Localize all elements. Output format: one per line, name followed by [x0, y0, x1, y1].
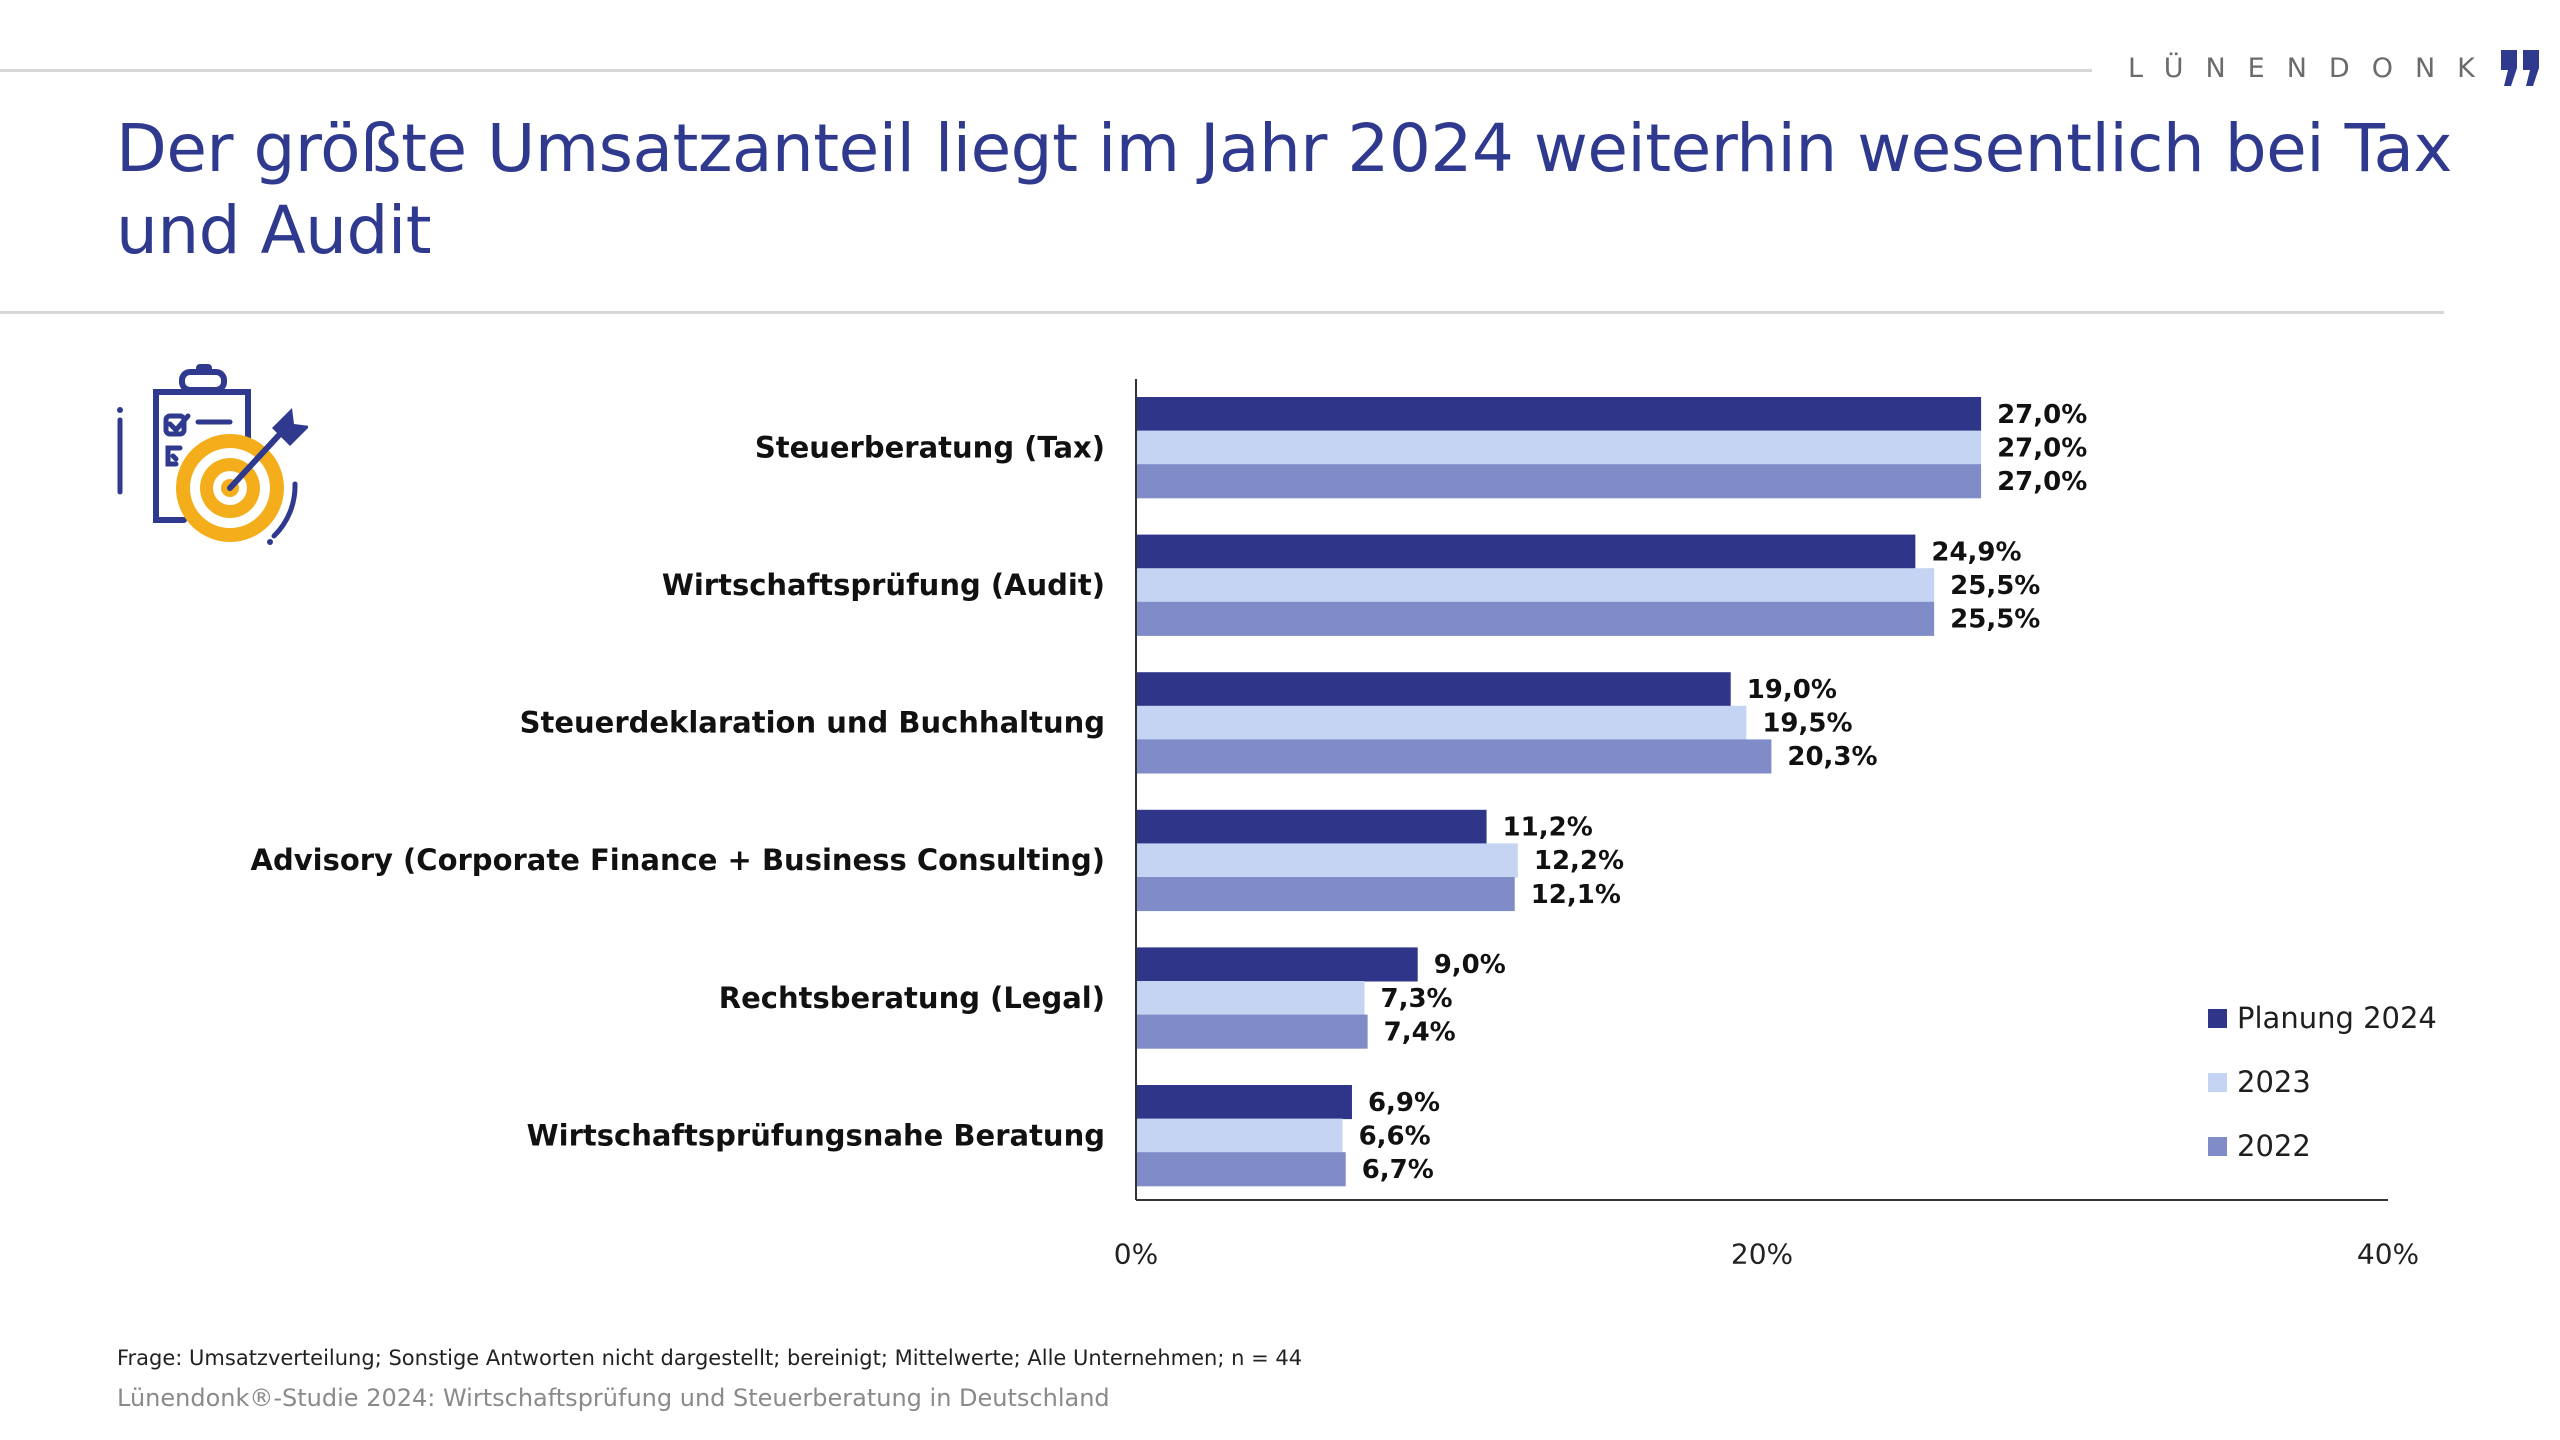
legend-label: 2023	[2237, 1065, 2311, 1099]
header-rule-bottom	[0, 311, 2444, 314]
quote-mark-icon	[2500, 50, 2539, 86]
data-label: 24,9%	[1931, 537, 2021, 567]
bar	[1136, 672, 1731, 707]
bar	[1136, 568, 1935, 603]
bar	[1136, 1118, 1343, 1153]
clipboard-target-icon	[112, 352, 310, 548]
footer-question-note: Frage: Umsatzverteilung; Sonstige Antwor…	[117, 1346, 1303, 1370]
legend-label: Planung 2024	[2237, 1001, 2437, 1035]
data-label: 20,3%	[1787, 742, 1877, 772]
brand-logo: LÜNENDONK	[2128, 40, 2543, 96]
bar	[1136, 809, 1487, 844]
category-label: Rechtsberatung (Legal)	[719, 981, 1105, 1015]
page-title: Der größte Umsatzanteil liegt im Jahr 20…	[116, 110, 2452, 269]
data-label: 19,0%	[1747, 675, 1837, 705]
data-label: 12,2%	[1534, 846, 1624, 876]
header-rule-top	[0, 69, 2092, 72]
category-label: Steuerberatung (Tax)	[755, 430, 1105, 464]
data-label: 6,6%	[1359, 1121, 1431, 1151]
legend-item-2023: 2023	[2208, 1050, 2437, 1114]
bar	[1136, 947, 1418, 982]
data-label: 9,0%	[1434, 950, 1506, 980]
category-label: Steuerdeklaration und Buchhaltung	[520, 706, 1105, 740]
data-label: 19,5%	[1762, 709, 1852, 739]
data-label: 7,3%	[1380, 984, 1452, 1014]
category-label: Wirtschaftsprüfungsnahe Beratung	[527, 1118, 1105, 1152]
legend-item-2022: 2022	[2208, 1114, 2437, 1178]
x-tick-label: 0%	[1114, 1238, 1158, 1271]
bar	[1136, 1014, 1368, 1049]
data-label: 6,9%	[1368, 1088, 1440, 1118]
bar	[1136, 739, 1772, 774]
legend-swatch	[2208, 1136, 2227, 1156]
legend-item-planung-2024: Planung 2024	[2208, 986, 2437, 1050]
legend-swatch	[2208, 1072, 2227, 1092]
brand-name: LÜNENDONK	[2128, 52, 2497, 84]
bar	[1136, 601, 1935, 636]
data-label: 27,0%	[1997, 467, 2087, 497]
bar	[1136, 1152, 1346, 1187]
category-label: Advisory (Corporate Finance + Business C…	[251, 843, 1105, 877]
bar	[1136, 430, 1982, 465]
data-label: 25,5%	[1950, 571, 2040, 601]
legend-label: 2022	[2237, 1129, 2311, 1163]
bar	[1136, 534, 1916, 569]
bar	[1136, 843, 1518, 878]
data-label: 12,1%	[1531, 880, 1621, 910]
bar	[1136, 1085, 1352, 1120]
data-label: 11,2%	[1503, 813, 1593, 843]
data-label: 27,0%	[1997, 433, 2087, 463]
bar	[1136, 464, 1982, 499]
data-label: 25,5%	[1950, 605, 2040, 635]
bar	[1136, 705, 1747, 740]
category-label: Wirtschaftsprüfung (Audit)	[662, 568, 1105, 602]
legend-swatch	[2208, 1008, 2227, 1028]
data-label: 6,7%	[1362, 1155, 1434, 1185]
bar	[1136, 877, 1515, 912]
bar	[1136, 397, 1982, 432]
footer-source: Lünendonk®-Studie 2024: Wirtschaftsprüfu…	[117, 1384, 1110, 1412]
data-label: 27,0%	[1997, 400, 2087, 430]
chart-legend: Planung 2024 2023 2022	[2208, 986, 2437, 1178]
x-tick-label: 20%	[1731, 1238, 1793, 1271]
data-label: 7,4%	[1384, 1017, 1456, 1047]
bar	[1136, 981, 1365, 1016]
x-tick-label: 40%	[2357, 1238, 2419, 1271]
